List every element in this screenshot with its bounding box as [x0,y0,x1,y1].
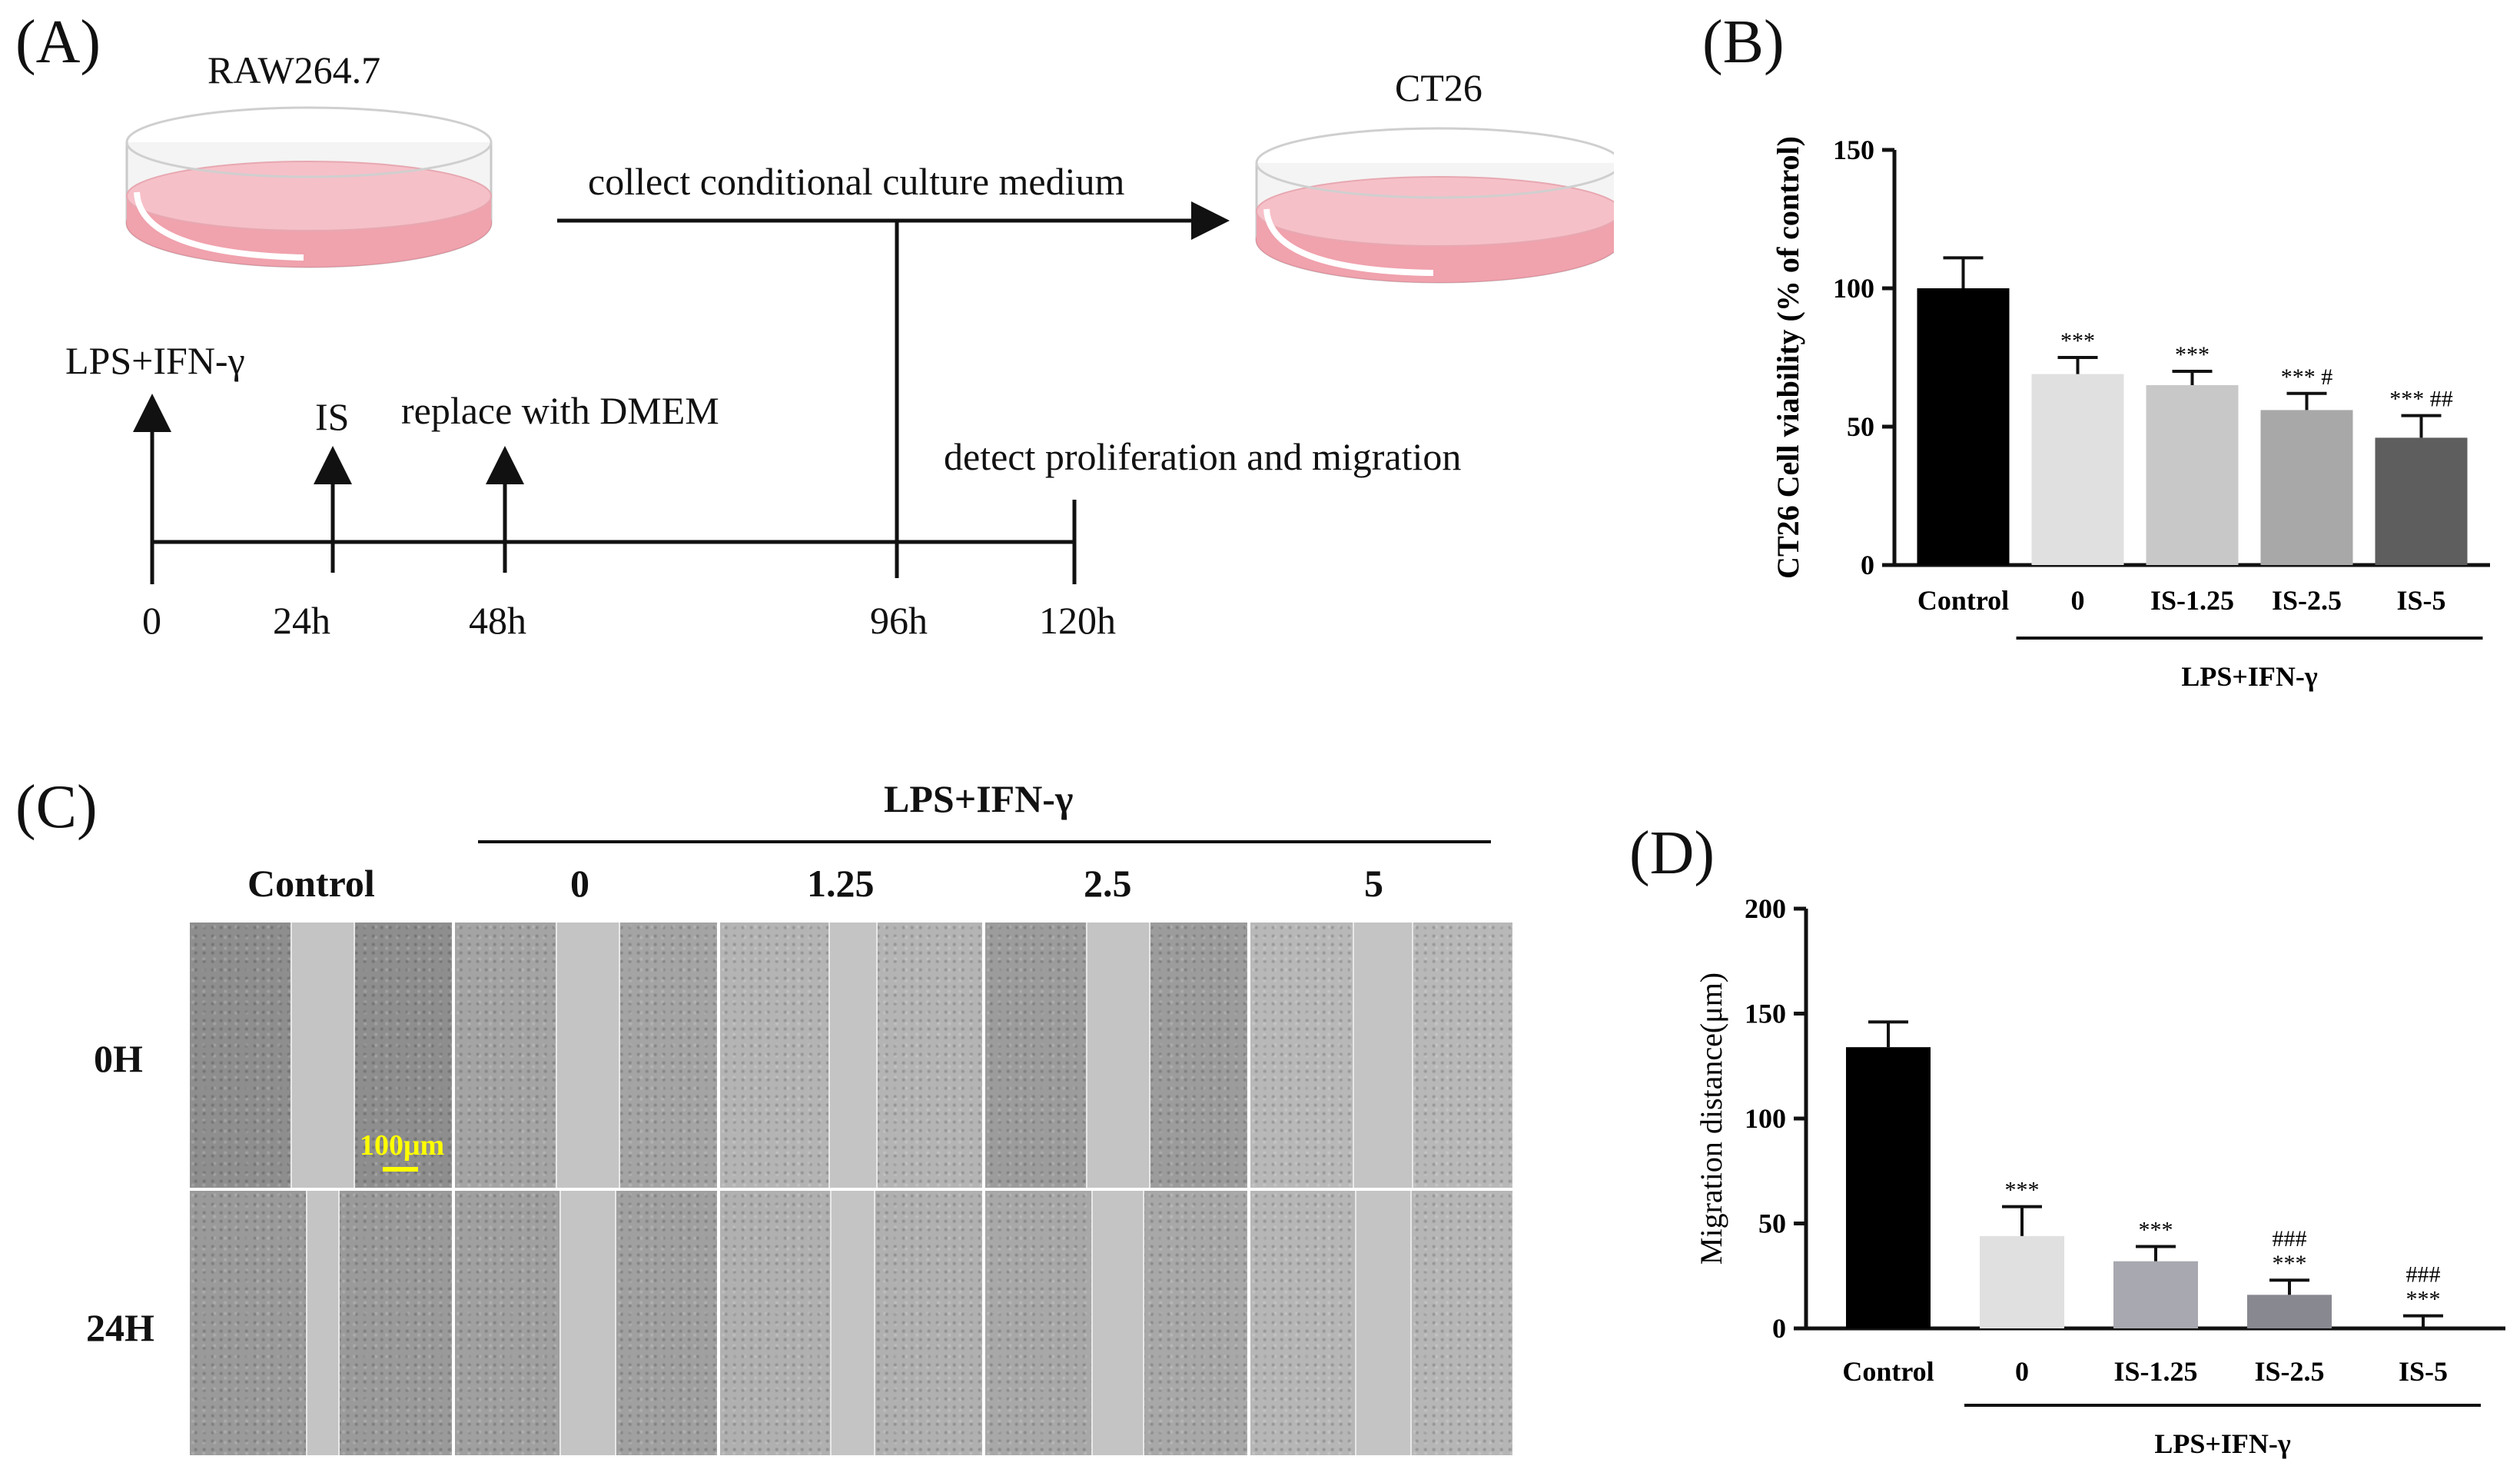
bar [2146,385,2239,565]
micrograph-group-title: LPS+IFN-γ [884,777,1074,820]
micrograph-image [720,922,982,1188]
micrograph-image [985,922,1247,1188]
bar [2260,410,2353,565]
event-lps-label: LPS+IFN-γ [65,339,245,382]
x-tick-label: IS-5 [2399,1356,2448,1387]
scale-bar [383,1167,418,1172]
significance-label: *** [2060,328,2095,354]
culture-dish-left [125,106,493,268]
micrograph-image [190,922,452,1188]
micrograph-col-label: Control [247,862,375,905]
migration-chart-svg: 0 50 100 150 200 Migration distance(μm) Contro… [1694,893,2505,1459]
bar [1846,1047,1931,1328]
x-tick-label: Control [1842,1356,1934,1387]
viability-chart-svg: 0 50 100 150 CT26 Cell viability (% of contr… [1771,135,2490,692]
y-axis-label: Migration distance(μm) [1698,972,1728,1265]
dish-right-label: CT26 [1395,66,1482,109]
micrograph-group-line [478,840,1491,843]
panel-b-label: (B) [1702,8,1785,76]
significance-label: *** ## [2389,387,2453,412]
micrograph-row-label: 0H [94,1037,143,1080]
y-tick-label: 200 [1745,893,1786,924]
bar [2375,437,2468,565]
time-tick-label: 48h [469,599,526,642]
significance-label: ### [2406,1262,2441,1288]
micrograph-image [720,1190,982,1455]
time-tick-label: 0 [142,599,161,642]
y-tick-label: 150 [1745,999,1786,1029]
significance-label: *** # [2281,364,2333,390]
significance-label: ### [2273,1226,2307,1252]
micrograph-image [985,1190,1247,1455]
y-tick-label: 100 [1745,1103,1786,1134]
scratch-gap [1354,1190,1412,1455]
significance-label: *** [2005,1178,2040,1203]
scratch-gap [305,1190,340,1455]
y-axis-label: CT26 Cell viability (% of control) [1771,136,1805,579]
micrograph-row-label: 24H [86,1306,154,1349]
group-label: LPS+IFN-γ [2154,1428,2291,1459]
micrograph-image [455,1190,717,1455]
x-tick-label: IS-2.5 [2272,585,2342,616]
micrograph-col-label: 1.25 [807,862,875,905]
panel-c-label: (C) [15,773,98,841]
y-tick-label: 50 [1847,411,1874,442]
y-tick-label: 150 [1833,135,1874,165]
scratch-gap [828,922,878,1188]
bar [2247,1295,2332,1328]
scratch-gap [830,1190,875,1455]
bar [2031,374,2124,565]
significance-label: *** [2406,1287,2441,1312]
time-tick-label: 24h [273,599,330,642]
bar [2113,1261,2198,1328]
x-tick-label: IS-2.5 [2254,1356,2324,1387]
x-tick-label: IS-5 [2396,585,2445,616]
y-tick-label: 50 [1758,1208,1786,1239]
x-tick-label: 0 [2015,1356,2029,1387]
scratch-gap [1085,922,1150,1188]
migration-chart: 0 50 100 150 200 Migration distance(μm) Contro… [1694,884,2513,1472]
micrograph-image [1250,1190,1512,1455]
significance-label: *** [2139,1218,2173,1243]
medium-transfer-label: collect conditional culture medium [588,160,1125,203]
micrograph-image [1250,922,1512,1188]
x-tick-label: IS-1.25 [2150,585,2234,616]
viability-chart: 0 50 100 150 CT26 Cell viability (% of contr… [1752,85,2513,700]
event-is-label: IS [315,395,350,438]
group-label: LPS+IFN-γ [2181,661,2318,692]
micrograph-col-label: 5 [1364,862,1383,905]
micrograph-col-label: 0 [570,862,589,905]
panel-a-label: (A) [15,8,101,76]
micrograph-image [190,1190,452,1455]
x-tick-label: IS-1.25 [2113,1356,2197,1387]
experiment-scheme [125,106,1614,584]
significance-label: *** [2175,342,2210,367]
culture-dish-right [1255,127,1614,284]
y-tick-label: 100 [1833,273,1874,304]
event-replace-label: replace with DMEM [401,389,719,432]
micrograph-image [455,922,717,1188]
scratch-gap [555,922,620,1188]
micrograph-grid [188,921,1514,1457]
event-detect-label: detect proliferation and migration [944,435,1462,478]
significance-label: *** [2273,1251,2307,1276]
scratch-gap [1091,1190,1144,1455]
scratch-gap [290,922,355,1188]
time-tick-label: 120h [1039,599,1116,642]
y-tick-label: 0 [1861,550,1874,580]
scale-bar-label: 100μm [360,1129,445,1162]
panel-d-label: (D) [1629,819,1715,887]
scratch-gap [1353,922,1413,1188]
y-tick-label: 0 [1772,1313,1786,1344]
scratch-gap [559,1190,616,1455]
bar [1917,288,2010,565]
time-tick-label: 96h [870,599,928,642]
dish-left-label: RAW264.7 [208,48,381,91]
bar [1980,1235,2064,1328]
x-tick-label: Control [1917,585,2009,616]
micrograph-col-label: 2.5 [1084,862,1132,905]
x-tick-label: 0 [2071,585,2085,616]
